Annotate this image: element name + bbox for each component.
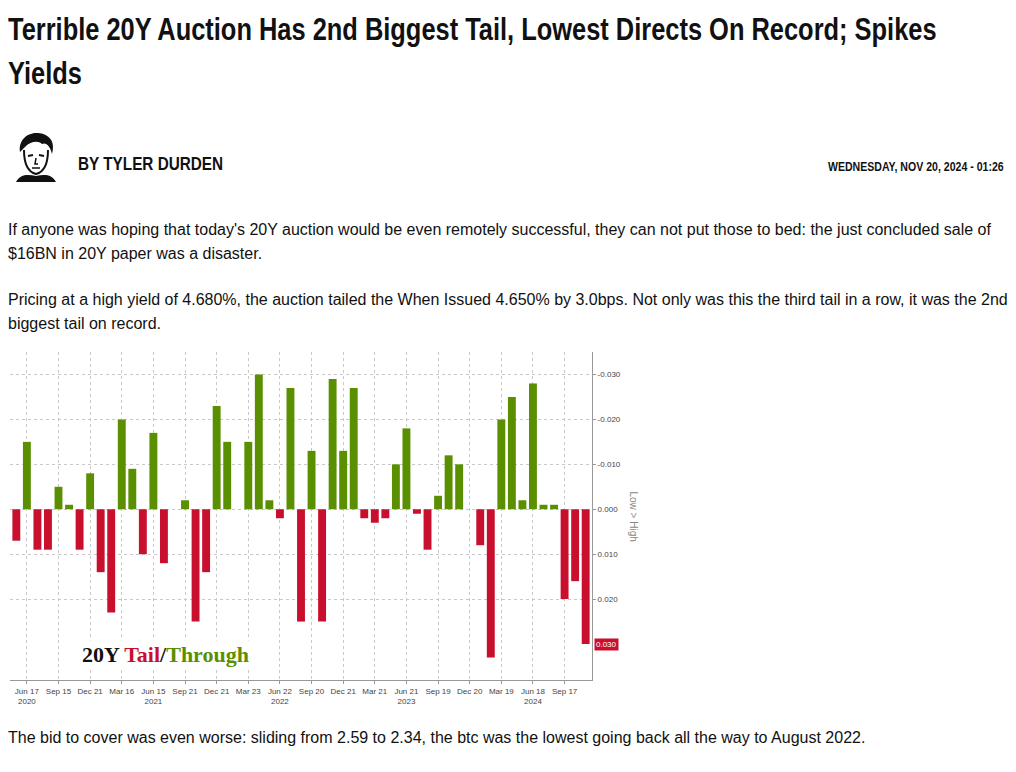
svg-text:Sep 15: Sep 15 <box>46 687 72 696</box>
html-text:If anyone was hoping that toda: If anyone was hoping that today's 20Y au… <box>8 221 991 262</box>
svg-text:Jun 212023: Jun 212023 <box>394 687 419 706</box>
svg-text:0.030: 0.030 <box>596 640 617 649</box>
html-text:WEDNESDAY, NOV 20, 2024 - 01:2: WEDNESDAY, NOV 20, 2024 - 01:26 <box>828 160 1004 174</box>
html-text:Pricing at a high yield of 4.6: Pricing at a high yield of 4.680%, the a… <box>8 291 1008 332</box>
svg-text:Jun 182024: Jun 182024 <box>521 687 546 706</box>
svg-text:Mar 23: Mar 23 <box>236 687 261 696</box>
svg-text:Jun 152021: Jun 152021 <box>141 687 166 706</box>
svg-text:Dec 21: Dec 21 <box>330 687 356 696</box>
svg-text:Mar 19: Mar 19 <box>489 687 514 696</box>
svg-text:Low > High: Low > High <box>628 492 639 542</box>
svg-text:Jun 222022: Jun 222022 <box>268 687 293 706</box>
svg-text:Sep 17: Sep 17 <box>552 687 578 696</box>
html-text:The bid to cover was even wors: The bid to cover was even worse: sliding… <box>8 729 866 746</box>
svg-text:Sep 21: Sep 21 <box>172 687 198 696</box>
svg-text:Dec 20: Dec 20 <box>457 687 483 696</box>
svg-text:0.010: 0.010 <box>598 550 619 559</box>
svg-text:Mar 16: Mar 16 <box>109 687 134 696</box>
html-text:BY TYLER DURDEN: BY TYLER DURDEN <box>78 154 224 174</box>
html-text:Terrible 20Y Auction Has 2nd B: Terrible 20Y Auction Has 2nd Biggest Tai… <box>8 12 937 91</box>
svg-text:Sep 20: Sep 20 <box>299 687 325 696</box>
svg-text:Dec 21: Dec 21 <box>204 687 230 696</box>
svg-text:Sep 19: Sep 19 <box>425 687 451 696</box>
svg-text:0.000: 0.000 <box>598 505 619 514</box>
svg-text:0.020: 0.020 <box>598 595 619 604</box>
svg-text:Jun 172020: Jun 172020 <box>15 687 40 706</box>
svg-text:-0.030: -0.030 <box>598 370 621 379</box>
svg-text:Mar 21: Mar 21 <box>362 687 387 696</box>
svg-text:-0.010: -0.010 <box>598 460 621 469</box>
svg-text:Dec 21: Dec 21 <box>77 687 103 696</box>
svg-text:-0.020: -0.020 <box>598 415 621 424</box>
svg-text:20Y Tail/Through: 20Y Tail/Through <box>82 642 249 667</box>
